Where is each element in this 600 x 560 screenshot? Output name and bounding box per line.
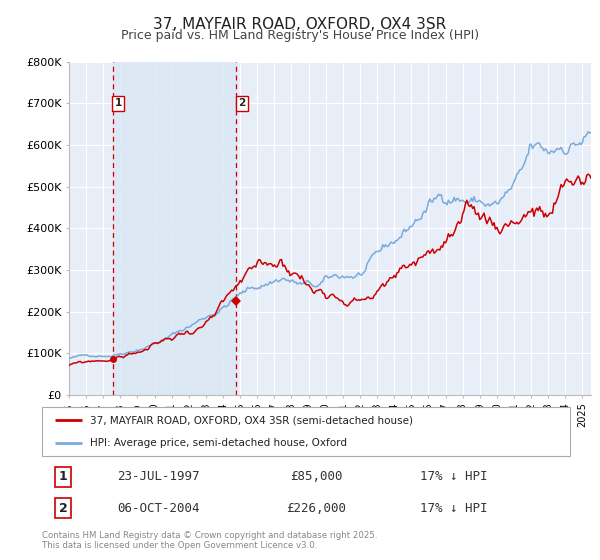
Text: 2: 2 xyxy=(59,502,67,515)
Text: 06-OCT-2004: 06-OCT-2004 xyxy=(117,502,199,515)
Text: 1: 1 xyxy=(59,470,67,483)
FancyBboxPatch shape xyxy=(42,407,570,456)
Text: HPI: Average price, semi-detached house, Oxford: HPI: Average price, semi-detached house,… xyxy=(89,438,347,448)
Text: Price paid vs. HM Land Registry's House Price Index (HPI): Price paid vs. HM Land Registry's House … xyxy=(121,29,479,42)
Text: 37, MAYFAIR ROAD, OXFORD, OX4 3SR (semi-detached house): 37, MAYFAIR ROAD, OXFORD, OX4 3SR (semi-… xyxy=(89,416,413,426)
Text: 1: 1 xyxy=(115,98,122,108)
Bar xyxy=(113,62,236,395)
Text: Contains HM Land Registry data © Crown copyright and database right 2025.
This d: Contains HM Land Registry data © Crown c… xyxy=(42,531,377,550)
Text: 37, MAYFAIR ROAD, OXFORD, OX4 3SR: 37, MAYFAIR ROAD, OXFORD, OX4 3SR xyxy=(154,17,446,32)
Text: 17% ↓ HPI: 17% ↓ HPI xyxy=(420,470,488,483)
Text: 2: 2 xyxy=(238,98,245,108)
Text: £85,000: £85,000 xyxy=(290,470,343,483)
Text: £226,000: £226,000 xyxy=(287,502,347,515)
Text: 17% ↓ HPI: 17% ↓ HPI xyxy=(420,502,488,515)
Text: 23-JUL-1997: 23-JUL-1997 xyxy=(117,470,199,483)
